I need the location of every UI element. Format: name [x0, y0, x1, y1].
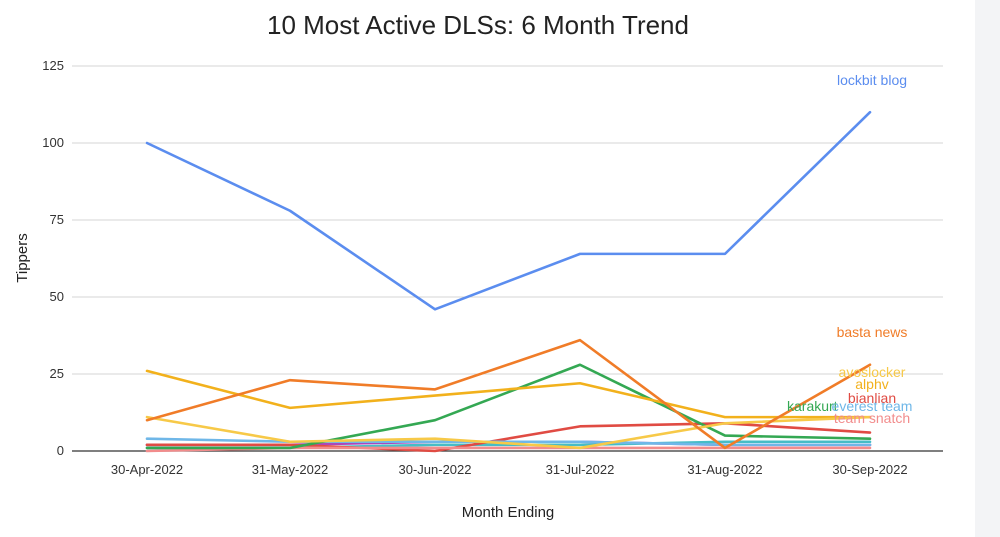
y-tick-label: 75 — [50, 212, 64, 227]
chart-title: 10 Most Active DLSs: 6 Month Trend — [267, 10, 689, 40]
series-label-everest-team: everest team — [832, 398, 913, 414]
page-edge-strip — [975, 0, 1000, 537]
series-label-lockbit-blog: lockbit blog — [837, 72, 907, 88]
series-label-basta-news: basta news — [837, 324, 908, 340]
line-chart: 10 Most Active DLSs: 6 Month Trend 0 25 50… — [14, 10, 943, 521]
x-tick-label: 30-Apr-2022 — [111, 462, 183, 477]
x-tick-label: 31-Jul-2022 — [546, 462, 615, 477]
x-axis-title: Month Ending — [462, 504, 555, 521]
series-line-alphv — [145, 369, 872, 419]
series-label-team-snatch: team snatch — [834, 410, 910, 426]
y-tick-label: 100 — [42, 135, 64, 150]
series-line-everest-team — [145, 437, 872, 447]
y-tick-label: 25 — [50, 366, 64, 381]
x-tick-label: 31-May-2022 — [252, 462, 329, 477]
series-label-bianlian: bianlian — [848, 390, 896, 406]
x-axis-ticks: 30-Apr-2022 31-May-2022 30-Jun-2022 31-Jul-… — [111, 462, 908, 477]
series-line-bianlian — [145, 421, 872, 453]
series-line-lockbit-blog — [145, 110, 872, 311]
x-tick-label: 30-Sep-2022 — [832, 462, 907, 477]
series-label-karakurt: karakurt — [787, 398, 838, 414]
y-axis-ticks: 0 25 50 75 100 125 — [42, 58, 64, 458]
series-label-alphv: alphv — [855, 376, 888, 392]
y-tick-label: 50 — [50, 289, 64, 304]
x-tick-label: 31-Aug-2022 — [687, 462, 762, 477]
x-tick-label: 30-Jun-2022 — [399, 462, 472, 477]
series-line-karakurt — [145, 363, 872, 450]
y-tick-label: 125 — [42, 58, 64, 73]
series-line-basta-news — [145, 338, 872, 450]
y-tick-label: 0 — [57, 443, 64, 458]
series-line-avoslocker — [145, 415, 872, 450]
grid-lines — [72, 65, 943, 452]
series-lines — [145, 110, 872, 453]
y-axis-title: Tippers — [14, 233, 31, 282]
series-label-avoslocker: avoslocker — [839, 364, 906, 380]
